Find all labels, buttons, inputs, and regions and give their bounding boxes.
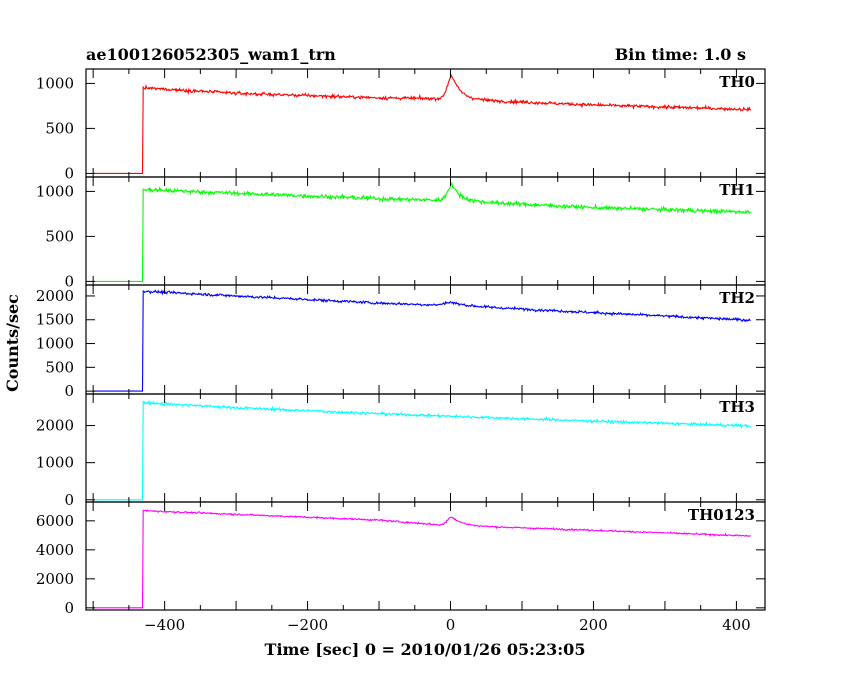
panel-frame [85, 284, 766, 395]
series-line-th0123 [93, 509, 751, 609]
panel-frame [85, 501, 766, 611]
x-tick-label: 200 [579, 616, 608, 634]
series-line-th2 [93, 289, 751, 392]
y-tick-label: 0 [64, 599, 74, 617]
x-tick-label: −400 [144, 616, 185, 634]
y-tick-label: 1000 [36, 182, 74, 200]
series-line-th1 [93, 181, 752, 282]
y-tick-label: 500 [45, 119, 74, 137]
bin-time-label: Bin time: 1.0 s [615, 45, 746, 64]
y-tick-label: 1000 [36, 454, 74, 472]
y-tick-label: 0 [64, 491, 74, 509]
y-tick-label: 1000 [36, 74, 74, 92]
y-tick-label: 0 [64, 164, 74, 182]
panel-th0123: 0 2000 4000 6000 TH0123 [36, 501, 766, 617]
y-tick-label: 0 [64, 272, 74, 290]
series-label-th0123: TH0123 [688, 506, 755, 524]
y-tick-label: 1500 [36, 311, 74, 329]
y-tick-label: 2000 [36, 287, 74, 305]
y-tick-label: 4000 [36, 541, 74, 559]
y-tick-label: 500 [45, 227, 74, 245]
panel-frame [85, 176, 766, 286]
panel-th1: 0 500 1000 TH1 [36, 176, 766, 290]
y-tick-label: 2000 [36, 570, 74, 588]
chart-title: ae100126052305_wam1_trn [86, 45, 336, 64]
series-label-th0: TH0 [719, 73, 755, 91]
y-axis-title: Counts/sec [3, 294, 22, 392]
panel-th3: 0 1000 2000 TH3 [36, 393, 766, 509]
panel-th0: 0 500 1000 TH0 [36, 68, 766, 182]
x-axis-title: Time [sec] 0 = 2010/01/26 05:23:05 [265, 640, 586, 659]
y-tick-label: 1000 [36, 335, 74, 353]
panel-th2: 0 500 1000 1500 2000 TH2 [36, 284, 766, 400]
panel-frame [85, 393, 766, 503]
x-tick-label: 0 [446, 616, 456, 634]
series-label-th1: TH1 [719, 181, 755, 199]
x-tick-label: 400 [722, 616, 751, 634]
series-label-th2: TH2 [719, 289, 755, 307]
y-tick-label: 6000 [36, 512, 74, 530]
x-tick-label: −200 [287, 616, 328, 634]
y-tick-label: 2000 [36, 417, 74, 435]
series-line-th0 [93, 73, 752, 174]
y-tick-label: 500 [45, 358, 74, 376]
series-label-th3: TH3 [719, 398, 755, 416]
y-tick-label: 0 [64, 382, 74, 400]
series-line-th3 [93, 399, 751, 501]
panel-frame [85, 68, 766, 178]
